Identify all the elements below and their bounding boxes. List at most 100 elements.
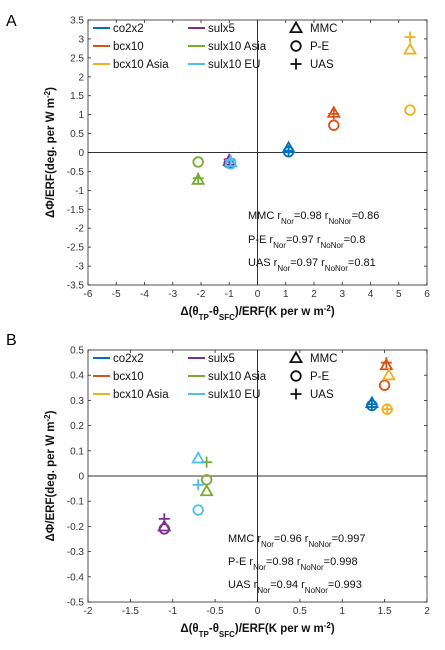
- pb-legend-marker-p-e: [290, 370, 302, 382]
- pa-legend-label-uas: UAS: [310, 59, 334, 71]
- pb-ytick-label-0-1: -0.1: [67, 497, 85, 508]
- pa-point-sulx10-eu-uas: [225, 154, 237, 166]
- pb-y-axis-label-part-1: -2: [43, 414, 52, 422]
- pb-annotation-p-e-part-3: NoNor: [301, 563, 324, 572]
- pa-x-axis-label: Δ(θTP-θSFC)/ERF(K per w m-2): [180, 304, 335, 322]
- pa-y-axis-label-part-0: ΔΦ/ERF(deg. per W m: [45, 98, 57, 218]
- pb-y-axis-label-part-0: ΔΦ/ERF(deg. per W m: [45, 422, 57, 542]
- pa-annotation-p-e-part-4: =0.8: [344, 234, 366, 246]
- pb-x-axis-label-part-3: SFC: [219, 630, 235, 639]
- pb-ytick-label-0-4: 0.4: [70, 371, 84, 382]
- pa-ytick-label-1: 1: [78, 110, 84, 121]
- pb-point-bcx10-mmc: [379, 357, 394, 371]
- pa-annotation-uas-part-0: UAS r: [248, 257, 278, 269]
- pb-legend-label-bcx10-asia: bcx10 Asia: [113, 389, 169, 401]
- pa-xtick-label-3: 3: [339, 289, 345, 300]
- pb-annotation-mmc-part-0: MMC r: [228, 533, 261, 545]
- pa-ytick-label-2: -2: [75, 224, 84, 235]
- pa-ytick-label-0: 0: [78, 148, 84, 159]
- pa-point-bcx10-p-e: [328, 119, 340, 131]
- pb-point-bcx10-uas: [380, 357, 392, 369]
- panel-a: A -6 -5 -4 -3 -2 -1 0 1 2 3 4 5 6-3.5-3-2.5-2-1.5-1-…: [6, 13, 430, 322]
- pb-annotation-uas-part-2: =0.94 r: [270, 579, 305, 591]
- pa-ytick-label-1-5: -1.5: [67, 205, 85, 216]
- pb-point-sulx5-uas: [158, 513, 170, 525]
- pb-annotation-uas-part-3: NoNor: [305, 586, 328, 595]
- pa-xtick-label-1: -1: [225, 289, 234, 300]
- pa-legend-label-bcx10-asia: bcx10 Asia: [113, 59, 169, 71]
- pa-annotation-mmc: MMC rNor=0.98 rNoNor=0.86: [248, 210, 379, 226]
- pa-ytick-label-1: -1: [75, 186, 84, 197]
- pa-annotation-p-e-part-3: NoNor: [321, 241, 344, 250]
- pb-x-axis-label-part-5: -2: [324, 621, 332, 630]
- pb-ytick-label-0: 0: [78, 472, 84, 483]
- pb-annotation-mmc-part-3: NoNor: [308, 540, 331, 549]
- pa-point-bcx10-asia-p-e: [404, 104, 416, 116]
- pb-legend-marker-mmc: [288, 350, 304, 364]
- pa-annotation-uas-part-4: =0.81: [348, 257, 376, 269]
- pb-point-sulx10-eu-p-e: [192, 504, 204, 516]
- pa-xtick-label-2: 2: [311, 289, 317, 300]
- pb-legend-marker-uas: [290, 388, 302, 400]
- pa-legend-label-sulx10-asia: sulx10 Asia: [208, 41, 267, 53]
- pb-xtick-label-1-5: 1.5: [378, 606, 392, 617]
- pa-annotation-mmc-part-4: =0.86: [352, 210, 380, 222]
- pa-x-axis-label-part-0: Δ(θ: [180, 306, 198, 318]
- pa-legend-marker-p-e: [290, 40, 302, 52]
- pa-ytick-label-0-5: 0.5: [70, 129, 84, 140]
- pa-annotation-p-e-part-0: P-E r: [248, 234, 273, 246]
- panel-a-letter: A: [6, 13, 17, 30]
- pb-y-axis-label: ΔΦ/ERF(deg. per W m-2): [43, 410, 58, 541]
- pa-x-axis-label-part-4: )/ERF(K per w m: [235, 306, 324, 318]
- pa-ytick-label-3-5: 3.5: [70, 16, 84, 27]
- pb-ytick-label-0-2: -0.2: [67, 522, 85, 533]
- pa-annotation-mmc-part-2: =0.98 r: [294, 210, 329, 222]
- pb-annotation-uas-part-1: Nor: [257, 586, 270, 595]
- pa-annotation-p-e: P-E rNor=0.97 rNoNor=0.8: [248, 234, 365, 250]
- pa-annotation-p-e-part-1: Nor: [273, 241, 286, 250]
- pb-annotation-mmc-part-1: Nor: [261, 540, 274, 549]
- panel-b: B -2 -1.5 -1 -0.5 0 0.5 1 1.5 2 -0.5 -0.4 -0.3 -0.2 -…: [6, 332, 430, 639]
- pb-xtick-label-1: -1: [168, 606, 177, 617]
- pa-legend-marker-mmc: [288, 20, 304, 34]
- pb-y-axis-label-part-2: ): [45, 410, 57, 414]
- pb-xtick-label-0: 0: [255, 606, 261, 617]
- pa-xtick-label-2: -2: [197, 289, 206, 300]
- pa-y-axis-label: ΔΦ/ERF(deg. per W m-2): [43, 87, 58, 218]
- panel-b-letter: B: [6, 332, 17, 349]
- pb-ytick-label-0-4: -0.4: [67, 572, 85, 583]
- pa-legend-label-co2x2: co2x2: [113, 23, 144, 35]
- pb-point-sulx10-asia-p-e: [200, 474, 213, 486]
- pa-annotation-mmc-part-0: MMC r: [248, 210, 281, 222]
- pa-point-bcx10-asia-uas: [404, 31, 416, 43]
- pb-annotation-p-e-part-2: =0.98 r: [266, 556, 301, 568]
- pa-x-axis-label-part-1: TP: [199, 313, 210, 322]
- pa-annotation-uas-part-2: =0.97 r: [290, 257, 325, 269]
- pa-ytick-label-3-5: -3.5: [67, 281, 85, 292]
- pb-ytick-label-0-3: 0.3: [70, 396, 84, 407]
- pa-xtick-label-4: 4: [368, 289, 374, 300]
- pb-annotation-mmc-part-2: =0.96 r: [274, 533, 309, 545]
- pa-annotation-uas-part-3: NoNor: [325, 264, 348, 273]
- pa-xtick-label-5: 5: [396, 289, 402, 300]
- pa-x-axis-label-part-6: ): [331, 306, 335, 318]
- pa-x-axis-label-part-2: -θ: [209, 306, 219, 318]
- pb-xtick-label-1-5: -1.5: [122, 606, 140, 617]
- pa-point-sulx10-eu-mmc: [223, 154, 238, 167]
- pa-ytick-label-3: 3: [78, 34, 84, 45]
- pa-ytick-label-2-5: -2.5: [67, 243, 85, 254]
- pb-ytick-label-0-3: -0.3: [67, 547, 85, 558]
- pb-legend-label-sulx10-eu: sulx10 EU: [208, 389, 260, 401]
- pb-x-axis-label-part-2: -θ: [209, 623, 219, 635]
- pa-xtick-label-5: -5: [112, 289, 121, 300]
- pa-point-sulx10-asia-p-e: [192, 156, 204, 168]
- pb-annotation-p-e-part-4: =0.998: [324, 556, 358, 568]
- pb-point-sulx10-eu-uas: [192, 479, 204, 491]
- pb-xtick-label-2: 2: [424, 606, 430, 617]
- pb-ytick-label-0-5: -0.5: [67, 598, 85, 609]
- pb-annotation-uas-part-4: =0.993: [328, 579, 362, 591]
- pa-xtick-label-0: 0: [255, 289, 261, 300]
- pb-xtick-label-1: 1: [339, 606, 345, 617]
- pa-xtick-label-6: -6: [84, 289, 93, 300]
